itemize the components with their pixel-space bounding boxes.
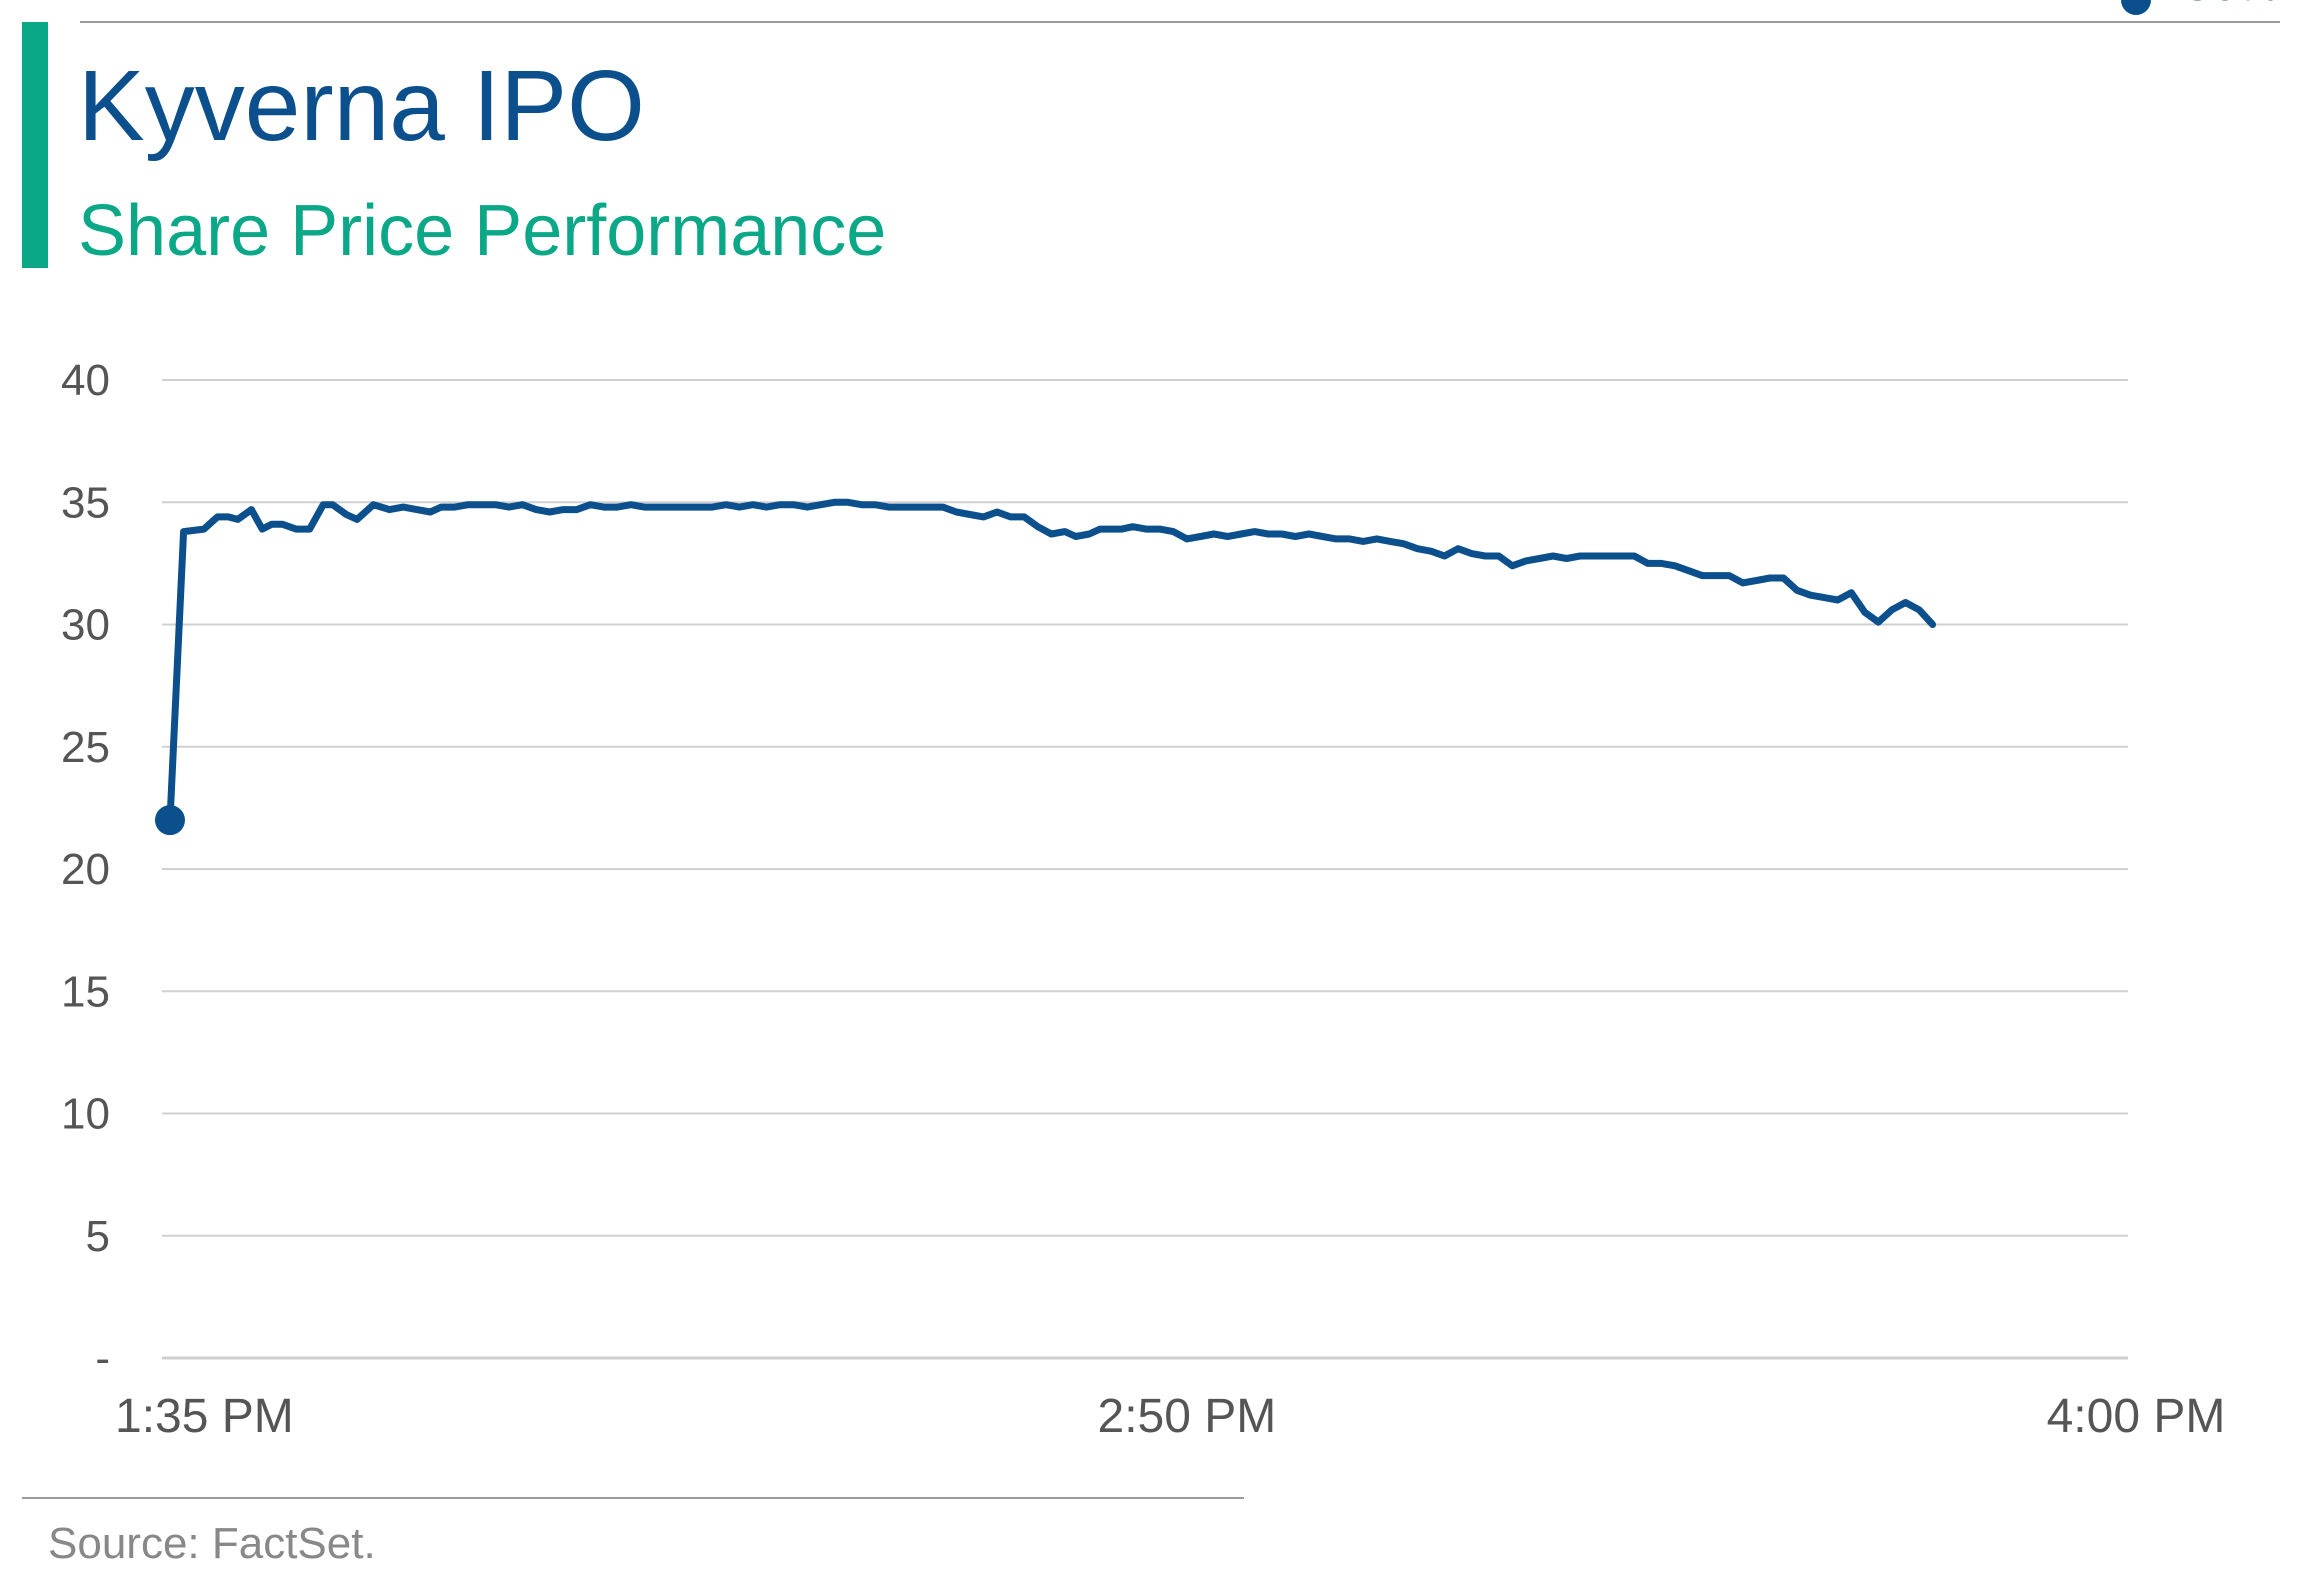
price-line: [166, 498, 1937, 824]
start-point-marker: [155, 805, 185, 836]
series-layer: [166, 498, 1937, 824]
y-tick-label: 15: [61, 967, 110, 1016]
y-tick-label: 25: [61, 723, 110, 772]
y-axis-ticks: 40 35 30 25 20 15 10 5 -: [61, 356, 110, 1383]
y-tick-label: 35: [61, 478, 110, 527]
end-change-label: +36%: [2156, 0, 2280, 11]
y-tick-label: -: [95, 1334, 110, 1383]
y-tick-label: 5: [86, 1212, 110, 1261]
title-accent-bar: [22, 22, 48, 268]
y-tick-label: 40: [61, 356, 110, 405]
y-tick-label: 30: [61, 601, 110, 650]
x-tick-label: 2:50 PM: [1098, 1390, 1277, 1443]
y-tick-label: 20: [61, 845, 110, 894]
x-tick-label: 1:35 PM: [115, 1390, 294, 1443]
chart-title: Kyverna IPO: [78, 50, 645, 162]
y-tick-label: 10: [61, 1090, 110, 1139]
chart-subtitle: Share Price Performance: [78, 191, 886, 271]
x-tick-label: 4:00 PM: [2047, 1390, 2226, 1443]
marker-layer: +36%: [155, 0, 2280, 836]
end-point-marker: [2121, 0, 2151, 15]
source-note: Source: FactSet.: [48, 1519, 376, 1568]
x-axis-ticks: 1:35 PM 2:50 PM 4:00 PM: [115, 1390, 2225, 1443]
